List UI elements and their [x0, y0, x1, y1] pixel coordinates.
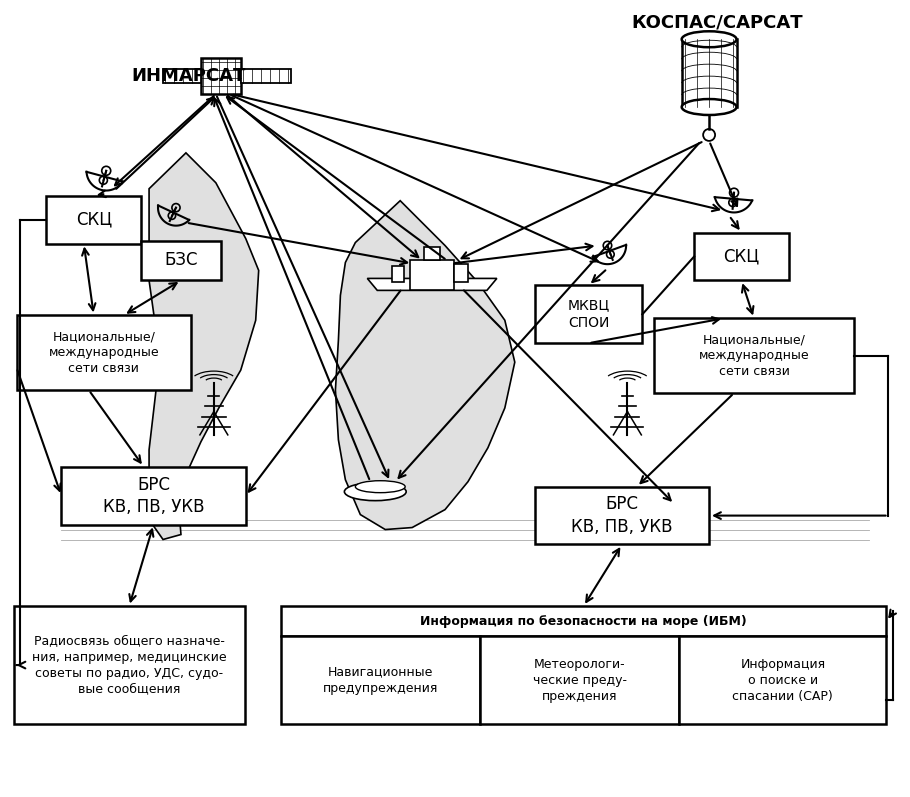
Bar	[392, 266, 404, 282]
Text: Национальные/
международные
сети связи: Национальные/ международные сети связи	[48, 330, 159, 375]
Text: СКЦ: СКЦ	[723, 248, 760, 265]
Bar	[535, 487, 709, 544]
Polygon shape	[368, 278, 497, 290]
Bar	[410, 261, 454, 290]
Bar	[280, 607, 886, 636]
Text: Информация по безопасности на море (ИБМ): Информация по безопасности на море (ИБМ)	[420, 614, 747, 628]
Text: Национальные/
международные
сети связи: Национальные/ международные сети связи	[699, 333, 809, 378]
Bar	[424, 246, 440, 261]
Ellipse shape	[682, 31, 736, 47]
Bar	[16, 316, 191, 390]
Bar	[694, 233, 789, 281]
Ellipse shape	[355, 481, 405, 493]
Text: Навигационные
предупреждения: Навигационные предупреждения	[322, 665, 438, 694]
Bar	[141, 241, 221, 281]
Text: МКВЦ
СПОИ: МКВЦ СПОИ	[568, 299, 610, 330]
Bar	[679, 636, 886, 724]
Bar	[480, 636, 679, 724]
Text: БЗС: БЗС	[164, 252, 197, 269]
Bar	[241, 69, 290, 83]
Bar	[61, 467, 246, 524]
Ellipse shape	[682, 99, 736, 115]
Bar	[454, 265, 468, 282]
Bar	[535, 285, 642, 344]
Text: СКЦ: СКЦ	[76, 210, 112, 229]
Bar	[46, 196, 141, 244]
Text: ИНМАРСАТ: ИНМАРСАТ	[131, 67, 246, 85]
Ellipse shape	[344, 483, 406, 501]
Text: Метеорологи-
ческие преду-
преждения: Метеорологи- ческие преду- преждения	[532, 658, 627, 702]
Bar	[280, 636, 480, 724]
Text: Радиосвязь общего назначе-
ния, например, медицинские
советы по радио, УДС, судо: Радиосвязь общего назначе- ния, например…	[32, 634, 227, 696]
Polygon shape	[149, 153, 258, 540]
Bar	[682, 39, 737, 107]
Bar	[654, 318, 854, 393]
Bar	[163, 69, 201, 83]
Text: Информация
о поиске и
спасании (САР): Информация о поиске и спасании (САР)	[733, 658, 834, 702]
Polygon shape	[336, 201, 515, 529]
Text: БРС
КВ, ПВ, УКВ: БРС КВ, ПВ, УКВ	[571, 496, 672, 536]
Bar	[201, 58, 241, 94]
Text: КОСПАС/САРСАТ: КОСПАС/САРСАТ	[632, 14, 803, 31]
Text: БРС
КВ, ПВ, УКВ: БРС КВ, ПВ, УКВ	[103, 476, 205, 516]
Bar	[14, 607, 245, 724]
